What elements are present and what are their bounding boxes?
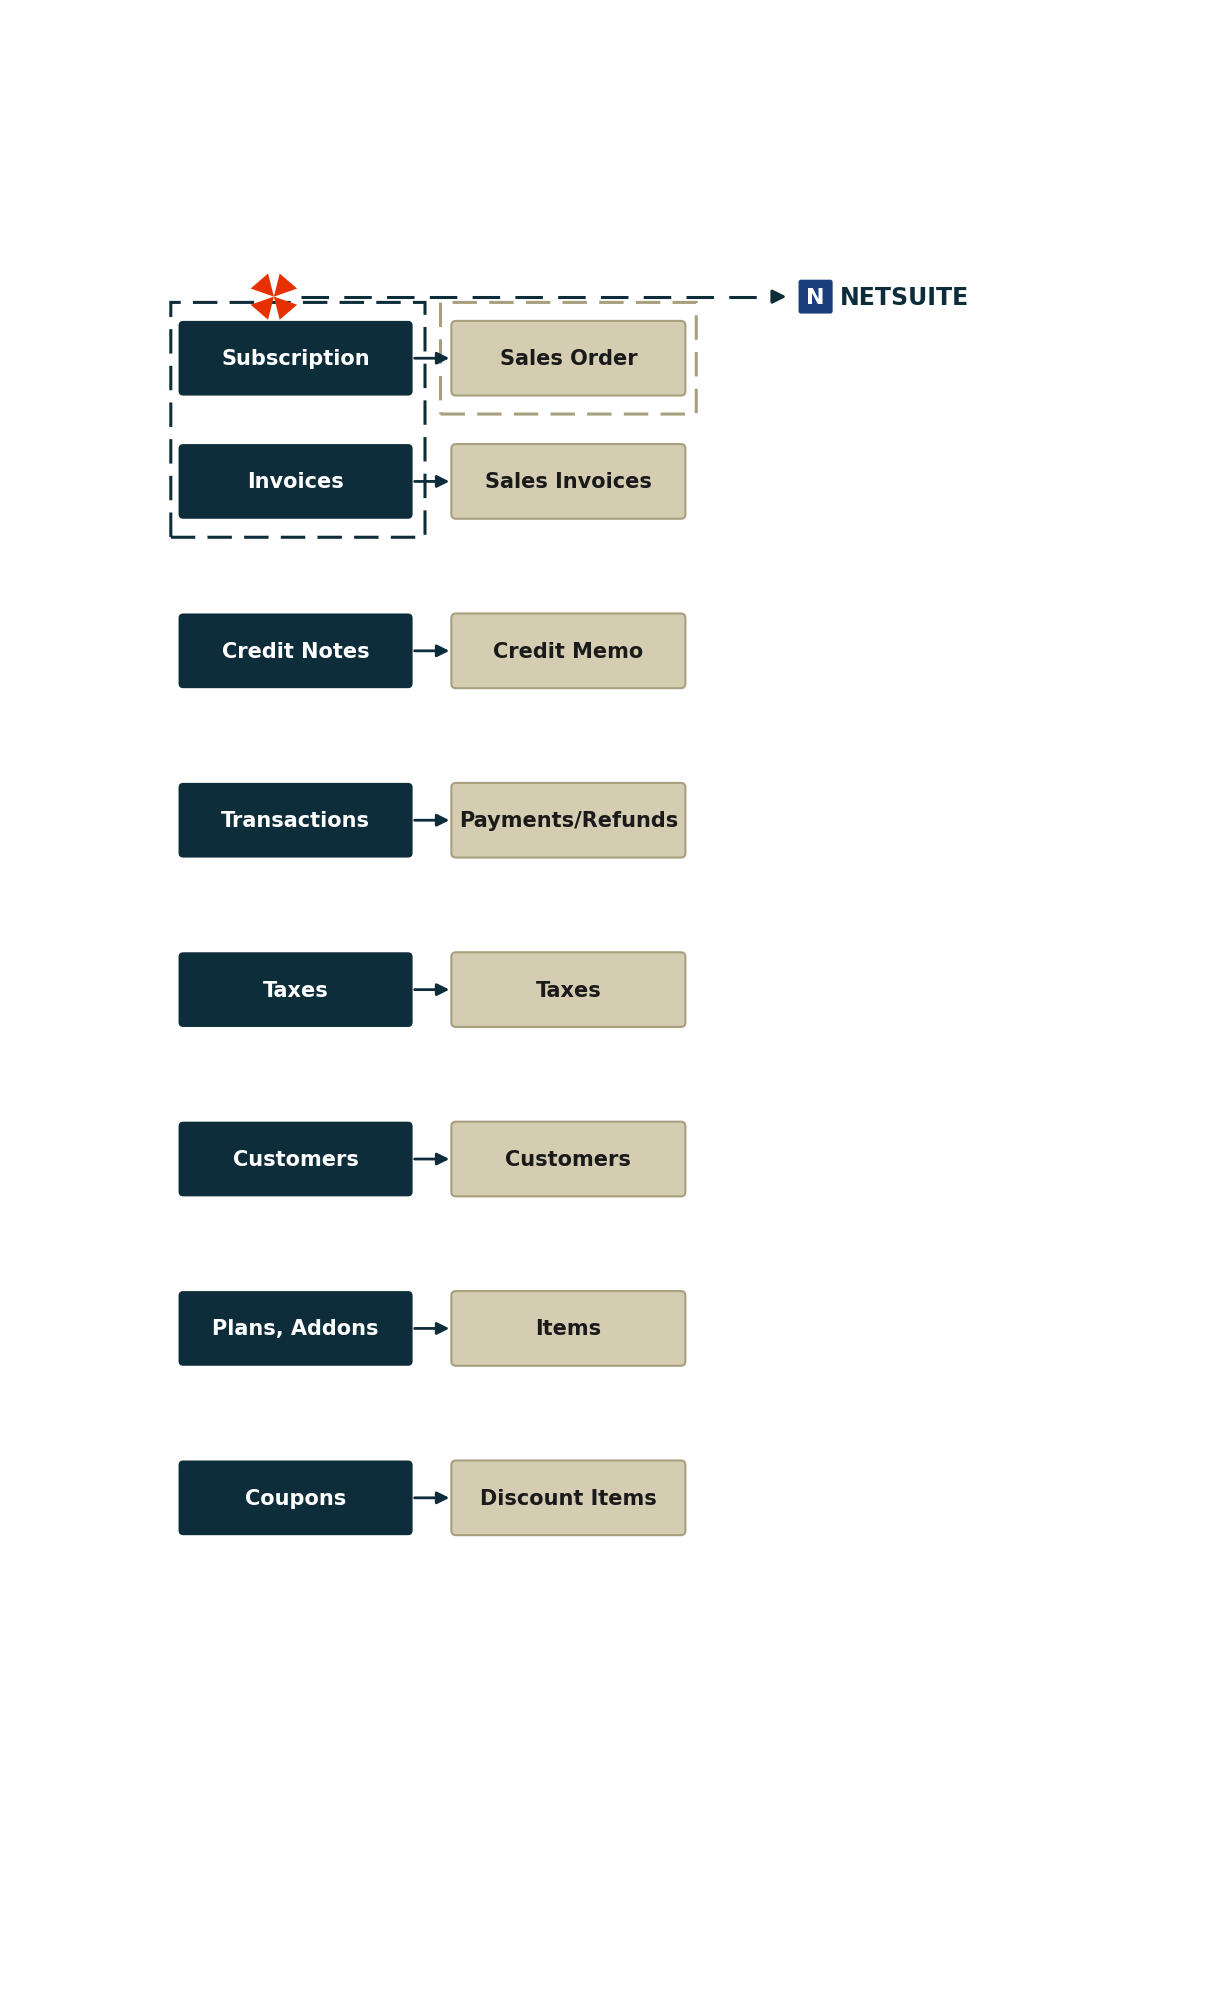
FancyBboxPatch shape — [451, 953, 685, 1027]
FancyBboxPatch shape — [178, 953, 412, 1027]
FancyBboxPatch shape — [178, 322, 412, 396]
FancyBboxPatch shape — [451, 1123, 685, 1197]
FancyBboxPatch shape — [451, 1461, 685, 1534]
Text: Customers: Customers — [232, 1149, 358, 1169]
FancyBboxPatch shape — [178, 1291, 412, 1367]
FancyBboxPatch shape — [451, 1291, 685, 1367]
Polygon shape — [274, 298, 298, 320]
Text: Taxes: Taxes — [263, 981, 328, 1001]
Text: NETSUITE: NETSUITE — [840, 286, 969, 310]
FancyBboxPatch shape — [451, 322, 685, 396]
FancyBboxPatch shape — [178, 446, 412, 519]
Text: Sales Order: Sales Order — [499, 350, 637, 370]
Text: Coupons: Coupons — [245, 1489, 346, 1508]
Text: Items: Items — [535, 1319, 601, 1339]
Text: Sales Invoices: Sales Invoices — [485, 472, 652, 492]
Text: Invoices: Invoices — [247, 472, 344, 492]
Text: Transactions: Transactions — [221, 811, 370, 831]
Text: Discount Items: Discount Items — [480, 1489, 657, 1508]
FancyBboxPatch shape — [178, 613, 412, 689]
Polygon shape — [251, 298, 274, 320]
Text: Plans, Addons: Plans, Addons — [213, 1319, 379, 1339]
FancyBboxPatch shape — [798, 280, 833, 314]
Text: Credit Memo: Credit Memo — [493, 641, 643, 661]
Text: Customers: Customers — [506, 1149, 631, 1169]
FancyBboxPatch shape — [451, 613, 685, 689]
FancyBboxPatch shape — [178, 1123, 412, 1197]
FancyBboxPatch shape — [178, 1461, 412, 1534]
Polygon shape — [251, 274, 274, 298]
FancyBboxPatch shape — [178, 783, 412, 859]
FancyBboxPatch shape — [451, 783, 685, 859]
Text: Payments/Refunds: Payments/Refunds — [459, 811, 678, 831]
Text: Taxes: Taxes — [535, 981, 601, 1001]
Text: Credit Notes: Credit Notes — [221, 641, 369, 661]
FancyBboxPatch shape — [451, 446, 685, 519]
Polygon shape — [274, 274, 298, 298]
Text: Subscription: Subscription — [221, 350, 370, 370]
Text: N: N — [807, 288, 825, 308]
